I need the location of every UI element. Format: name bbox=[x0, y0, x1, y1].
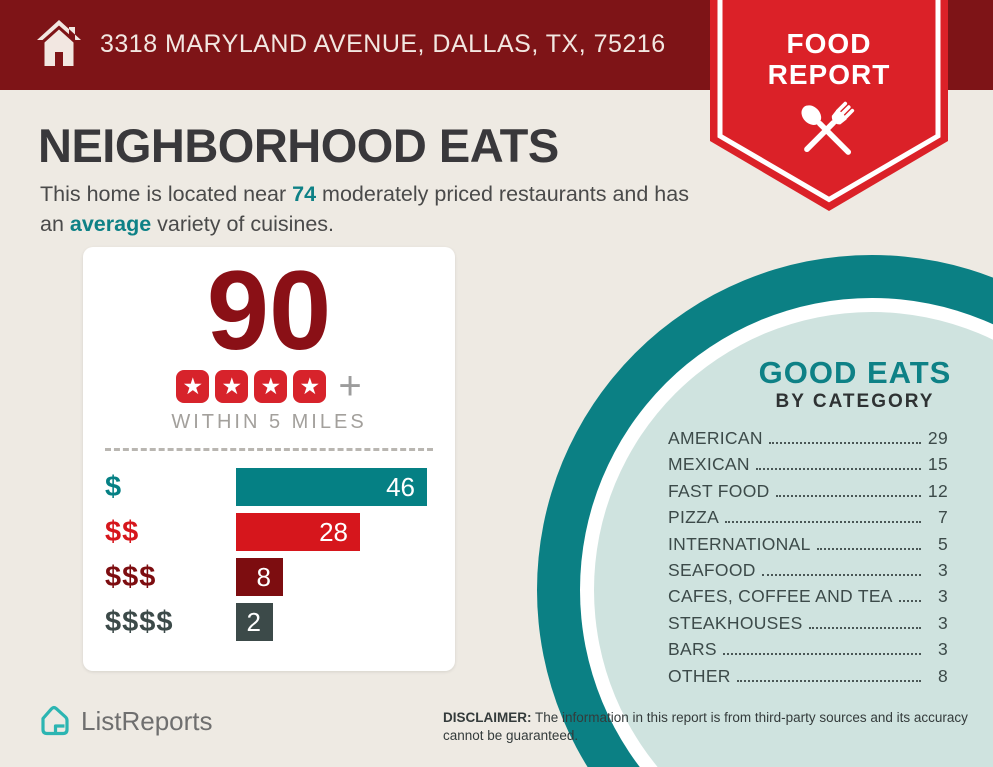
price-bar: 28 bbox=[236, 513, 360, 551]
category-row: CAFES, COFFEE AND TEA 3 bbox=[668, 586, 948, 612]
star-icon: ★ bbox=[176, 369, 210, 403]
dotted-leader bbox=[755, 468, 921, 471]
good-eats-subtitle: BY CATEGORY bbox=[775, 391, 935, 412]
price-level-label: $$$$ bbox=[105, 605, 174, 638]
radius-label: WITHIN 5 MILES bbox=[171, 411, 367, 433]
variety-rating: average bbox=[69, 211, 152, 236]
category-row: BARS 3 bbox=[668, 639, 948, 665]
price-bar-row: $$$ 8 bbox=[83, 558, 455, 596]
price-bar: 2 bbox=[236, 603, 273, 641]
dotted-leader bbox=[761, 573, 921, 576]
dotted-leader bbox=[808, 626, 921, 629]
dotted-leader bbox=[898, 600, 921, 603]
category-row: AMERICAN 29 bbox=[668, 428, 948, 454]
category-label: CAFES, COFFEE AND TEA bbox=[668, 586, 893, 607]
dotted-leader bbox=[725, 521, 921, 524]
dotted-leader bbox=[722, 653, 921, 656]
dotted-leader bbox=[775, 494, 921, 497]
listreports-logo: ListReports bbox=[36, 703, 213, 739]
price-bar: 8 bbox=[236, 558, 283, 596]
category-row: PIZZA 7 bbox=[668, 507, 948, 533]
star-icon: ★ bbox=[215, 369, 249, 403]
category-value: 7 bbox=[937, 507, 948, 528]
food-score-card: 90 ★ ★ ★ ★ + WITHIN 5 MILES $46 $$ 28 $$$ 8 $$$$ 2 bbox=[83, 247, 455, 671]
restaurant-count: 74 bbox=[292, 182, 317, 206]
category-list: AMERICAN 29 MEXICAN 15 FAST FOOD 12 PIZZA 7 INTE… bbox=[668, 428, 948, 692]
category-value: 29 bbox=[927, 428, 948, 448]
price-level-label: $$ bbox=[105, 515, 140, 548]
category-row: INTERNATIONAL 5 bbox=[668, 534, 948, 560]
price-bar-chart: $46 $$ 28 $$$ 8 $$$$ 2 bbox=[83, 468, 455, 641]
category-value: 5 bbox=[937, 533, 948, 554]
category-value: 3 bbox=[937, 559, 948, 580]
price-bar-row: $$ 28 bbox=[83, 513, 455, 551]
intro-part2: moderately priced restaurants and has an bbox=[40, 182, 689, 236]
food-score-value: 90 bbox=[206, 248, 332, 373]
category-label: OTHER bbox=[668, 665, 731, 686]
category-label: BARS bbox=[668, 639, 717, 660]
listreports-logo-text: ListReports bbox=[81, 705, 213, 736]
home-icon bbox=[37, 20, 81, 66]
good-eats-title: GOOD EATS bbox=[758, 355, 952, 390]
fork-spoon-icon bbox=[801, 101, 855, 155]
ribbon-title: FOOD REPORT bbox=[710, 28, 948, 91]
star-rating: ★ ★ ★ ★ + bbox=[83, 364, 455, 408]
dotted-leader bbox=[768, 442, 921, 444]
price-bar-row: $46 bbox=[83, 468, 455, 506]
price-bar: 46 bbox=[236, 468, 427, 506]
dotted-leader bbox=[736, 679, 921, 682]
category-label: FAST FOOD bbox=[668, 480, 770, 501]
disclaimer-text: DISCLAIMER: The information in this repo… bbox=[443, 710, 968, 743]
ribbon-banner-shape bbox=[710, 0, 948, 211]
category-value: 3 bbox=[937, 586, 948, 607]
dotted-leader bbox=[816, 547, 921, 550]
category-label: AMERICAN bbox=[668, 428, 763, 448]
category-row: FAST FOOD 12 bbox=[668, 481, 948, 507]
ribbon-title-line2: REPORT bbox=[767, 59, 891, 91]
category-label: SEAFOOD bbox=[668, 559, 756, 580]
dashed-divider bbox=[105, 448, 433, 451]
star-icon: ★ bbox=[293, 369, 327, 403]
category-row: STEAKHOUSES 3 bbox=[668, 613, 948, 639]
category-row: MEXICAN 15 bbox=[668, 454, 948, 480]
food-report-ribbon: FOOD REPORT bbox=[710, 0, 948, 214]
star-icon: ★ bbox=[254, 369, 288, 403]
ribbon-title-line1: FOOD bbox=[786, 28, 872, 59]
category-value: 12 bbox=[927, 480, 948, 501]
price-level-label: $$$ bbox=[105, 560, 157, 593]
property-address: 3318 MARYLAND AVENUE, DALLAS, TX, 75216 bbox=[100, 30, 666, 58]
disclaimer-label: DISCLAIMER: bbox=[443, 710, 532, 725]
intro-part3: variety of cuisines. bbox=[151, 211, 335, 236]
category-row: OTHER 8 bbox=[668, 666, 948, 692]
category-value: 3 bbox=[937, 639, 948, 660]
category-row: SEAFOOD 3 bbox=[668, 560, 948, 586]
category-value: 15 bbox=[927, 454, 948, 475]
plus-sign: + bbox=[338, 364, 362, 408]
price-bar-row: $$$$ 2 bbox=[83, 603, 455, 641]
page-title: NEIGHBORHOOD EATS bbox=[38, 119, 559, 172]
category-label: MEXICAN bbox=[668, 454, 750, 475]
category-value: 3 bbox=[937, 612, 948, 633]
listreports-logo-icon bbox=[41, 705, 69, 736]
price-level-label: $ bbox=[105, 470, 123, 503]
category-label: STEAKHOUSES bbox=[668, 612, 803, 633]
intro-part1: This home is located near bbox=[40, 182, 293, 206]
category-value: 8 bbox=[937, 665, 948, 686]
category-label: INTERNATIONAL bbox=[668, 533, 811, 554]
category-label: PIZZA bbox=[668, 507, 720, 528]
intro-text: This home is located near 74 moderately … bbox=[40, 180, 695, 239]
